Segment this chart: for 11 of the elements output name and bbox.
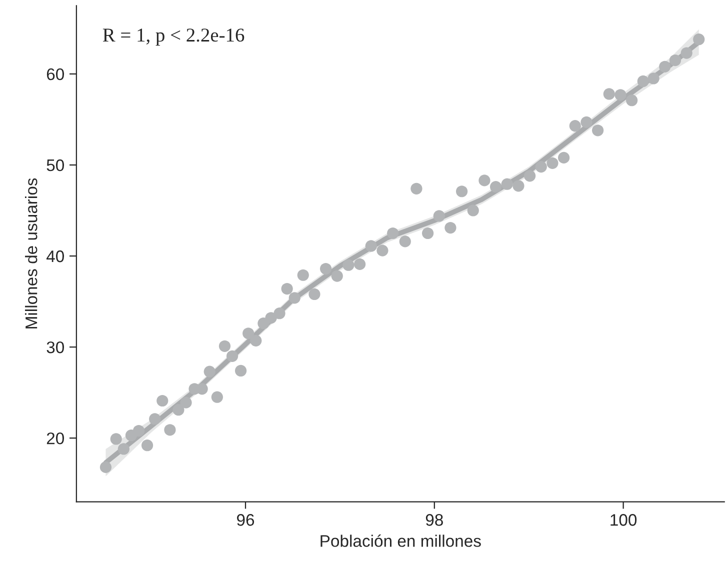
- y-tick-label: 50: [46, 159, 64, 172]
- x-axis-title: Población en millones: [320, 534, 481, 547]
- y-axis-title: Millones de usuarios: [25, 178, 38, 328]
- y-tick-label: 20: [46, 432, 64, 444]
- x-tick-label: 96: [237, 514, 254, 526]
- y-tick-label: 30: [46, 341, 64, 354]
- x-tick-label: 100: [610, 514, 637, 526]
- y-tick-label: 40: [46, 250, 64, 262]
- annotation: R = 1, p < 2.2e-16: [102, 28, 244, 46]
- x-tick-label: 98: [426, 514, 443, 526]
- y-tick-label: 60: [46, 68, 64, 80]
